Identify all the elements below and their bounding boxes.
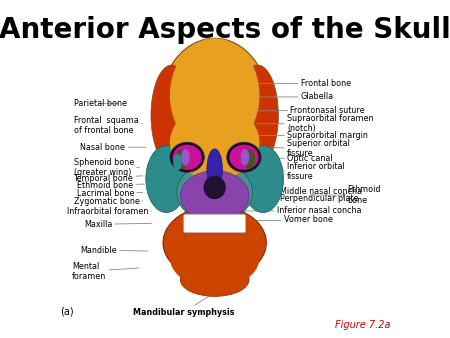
Ellipse shape — [180, 263, 249, 296]
Ellipse shape — [170, 38, 259, 152]
Text: Sphenoid bone
(greater wing): Sphenoid bone (greater wing) — [73, 158, 140, 177]
Ellipse shape — [243, 149, 255, 169]
Text: Frontal bone: Frontal bone — [257, 79, 351, 88]
Text: Superior orbital
fissure: Superior orbital fissure — [233, 139, 350, 158]
Ellipse shape — [170, 228, 259, 288]
Text: Temporal bone: Temporal bone — [73, 174, 143, 183]
Text: Optic canal: Optic canal — [230, 154, 333, 163]
Ellipse shape — [203, 176, 226, 199]
Text: Figure 7.2a: Figure 7.2a — [335, 320, 390, 330]
Ellipse shape — [242, 146, 284, 213]
Text: Inferior nasal concha: Inferior nasal concha — [242, 207, 361, 215]
Text: Mental
foramen: Mental foramen — [72, 262, 140, 281]
Ellipse shape — [146, 146, 187, 213]
Text: Middle nasal concha: Middle nasal concha — [235, 187, 362, 196]
Ellipse shape — [180, 171, 249, 221]
Text: Zygomatic bone: Zygomatic bone — [73, 197, 143, 206]
Ellipse shape — [230, 145, 259, 170]
Ellipse shape — [241, 149, 249, 166]
FancyBboxPatch shape — [184, 214, 246, 233]
Ellipse shape — [176, 149, 188, 169]
Text: Lacrimal bone: Lacrimal bone — [77, 189, 143, 198]
Ellipse shape — [172, 145, 202, 170]
Ellipse shape — [181, 149, 190, 166]
Ellipse shape — [170, 105, 259, 179]
Text: Mandibular symphysis: Mandibular symphysis — [133, 295, 234, 317]
Ellipse shape — [207, 149, 222, 189]
Ellipse shape — [237, 65, 279, 166]
Text: Parietal bone: Parietal bone — [73, 99, 126, 108]
Ellipse shape — [160, 38, 270, 179]
Ellipse shape — [170, 142, 204, 172]
Text: Maxilla: Maxilla — [84, 220, 151, 229]
Ellipse shape — [177, 162, 252, 223]
Text: Infraorbital foramen: Infraorbital foramen — [67, 207, 151, 216]
Text: Supraorbital margin: Supraorbital margin — [212, 131, 368, 140]
Text: Anterior Aspects of the Skull: Anterior Aspects of the Skull — [0, 17, 450, 45]
Text: Frontonasal suture: Frontonasal suture — [235, 106, 365, 115]
Text: Ethmoid bone: Ethmoid bone — [77, 180, 144, 190]
Text: Glabella: Glabella — [226, 92, 334, 101]
Text: Frontal  squama
of frontal bone: Frontal squama of frontal bone — [73, 116, 142, 135]
Text: (a): (a) — [60, 307, 73, 316]
Text: Nasal bone: Nasal bone — [81, 143, 146, 152]
Text: Vomer bone: Vomer bone — [235, 215, 333, 224]
Text: Mandible: Mandible — [81, 246, 148, 255]
Ellipse shape — [151, 65, 192, 166]
Ellipse shape — [173, 154, 182, 171]
Text: Supraorbital foramen
(notch): Supraorbital foramen (notch) — [214, 114, 374, 134]
Text: Perpendicular plate: Perpendicular plate — [233, 194, 359, 203]
Text: Inferior orbital
fissure: Inferior orbital fissure — [245, 162, 345, 181]
Ellipse shape — [163, 206, 266, 280]
Text: Ethmoid
bone: Ethmoid bone — [309, 186, 381, 205]
Ellipse shape — [227, 142, 261, 172]
